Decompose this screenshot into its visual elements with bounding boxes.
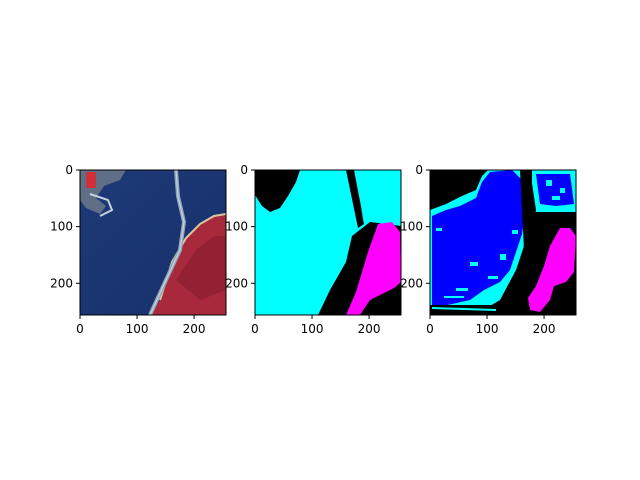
x-tick-label: 0	[426, 322, 434, 336]
x-tick-label: 100	[301, 322, 324, 336]
gt-black-strip	[346, 170, 364, 228]
y-tick-label: 200	[50, 276, 73, 290]
pred-magenta-region	[528, 228, 576, 312]
y-tick-label: 100	[225, 220, 248, 234]
gt-black-edge	[396, 296, 401, 315]
subplot-ground-truth	[255, 170, 401, 315]
subplot-prediction	[430, 170, 576, 315]
pred-cyan-flecks	[436, 180, 565, 299]
x-tick-label: 100	[476, 322, 499, 336]
y-tick-label: 0	[240, 163, 248, 177]
pred-cyan-bottom-line	[431, 307, 497, 311]
x-tick-label: 100	[126, 322, 149, 336]
x-tick-label: 200	[533, 322, 556, 336]
y-tick-label: 100	[400, 220, 423, 234]
axes-frame-2	[254, 169, 402, 316]
gt-cyan-region	[255, 170, 401, 315]
x-tick-label: 200	[358, 322, 381, 336]
axes-frame-1	[79, 169, 227, 316]
pred-black-strip	[520, 170, 536, 250]
y-tick-label: 100	[50, 220, 73, 234]
x-tick-label: 200	[183, 322, 206, 336]
pred-blue-region	[432, 170, 526, 308]
tick-layer: 0 100 200 0 100 200 0 100 200 0 100 200 0 100 200 0 100 2…	[50, 163, 555, 336]
pred-black-bottom-strip	[430, 305, 576, 315]
satellite-land-texture	[176, 236, 226, 300]
y-tick-label: 0	[415, 163, 423, 177]
satellite-pier	[89, 193, 114, 217]
satellite-bridge-edge	[149, 170, 185, 315]
x-tick-label: 0	[251, 322, 259, 336]
y-tick-label: 0	[65, 163, 73, 177]
y-tick-label: 200	[400, 276, 423, 290]
axes-frame-3	[429, 169, 577, 316]
pred-blue-patch-top-right	[536, 174, 574, 206]
x-tick-label: 0	[76, 322, 84, 336]
gt-cyan-right	[354, 170, 401, 222]
satellite-harbor-red	[86, 172, 96, 188]
subplot-satellite	[80, 170, 226, 315]
y-tick-label: 200	[225, 276, 248, 290]
gt-magenta-region	[346, 222, 401, 315]
